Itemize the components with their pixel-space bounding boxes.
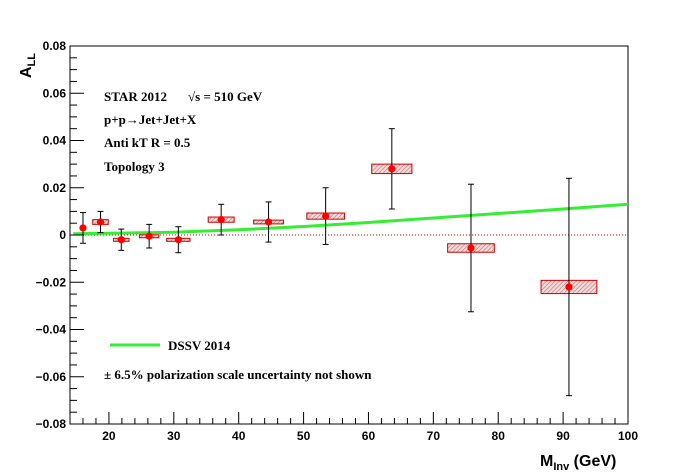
annotation-process: p+p→Jet+Jet+X [104,112,197,127]
y-tick-label: −0.04 [36,323,67,337]
x-tick-label: 50 [297,429,311,443]
data-point [117,236,125,244]
y-tick-label: 0 [59,228,66,242]
y-tick-label: 0.06 [43,86,67,100]
x-tick-label: 80 [492,429,506,443]
data-point [322,212,330,220]
data-point [565,283,573,291]
data-point [467,244,475,252]
x-tick-label: 40 [232,429,246,443]
y-tick-label: 0.04 [43,134,67,148]
x-tick-label: 20 [102,429,116,443]
y-tick-label: −0.06 [36,370,67,384]
x-tick-label: 70 [427,429,441,443]
y-tick-label: −0.08 [36,417,67,431]
data-point [96,218,105,226]
x-tick-label: 90 [556,429,570,443]
y-tick-label: 0.02 [43,181,67,195]
data-point [174,236,182,244]
annotation-experiment: STAR 2012 [104,89,167,104]
annotation-topology: Topology 3 [104,159,165,174]
annotation-energy: √s = 510 GeV [188,89,263,104]
x-axis-title: MInv (GeV) [540,453,616,472]
x-tick-label: 30 [167,429,181,443]
data-point [264,218,273,226]
y-tick-label: 0.08 [43,39,67,53]
y-axis-title: ALL [18,53,38,78]
x-tick-label: 60 [362,429,376,443]
data-point [217,216,225,224]
legend-label-dssv: DSSV 2014 [168,338,231,353]
dssv-2014-curve [73,202,629,236]
annotation-algorithm: Anti kT R = 0.5 [104,135,191,150]
x-tick-label: 100 [618,429,638,443]
annotation-scale-uncertainty: ± 6.5% polarization scale uncertainty no… [104,367,372,382]
data-point [145,232,153,240]
data-point [388,165,396,173]
data-point [79,224,87,232]
y-tick-label: −0.02 [36,275,67,289]
